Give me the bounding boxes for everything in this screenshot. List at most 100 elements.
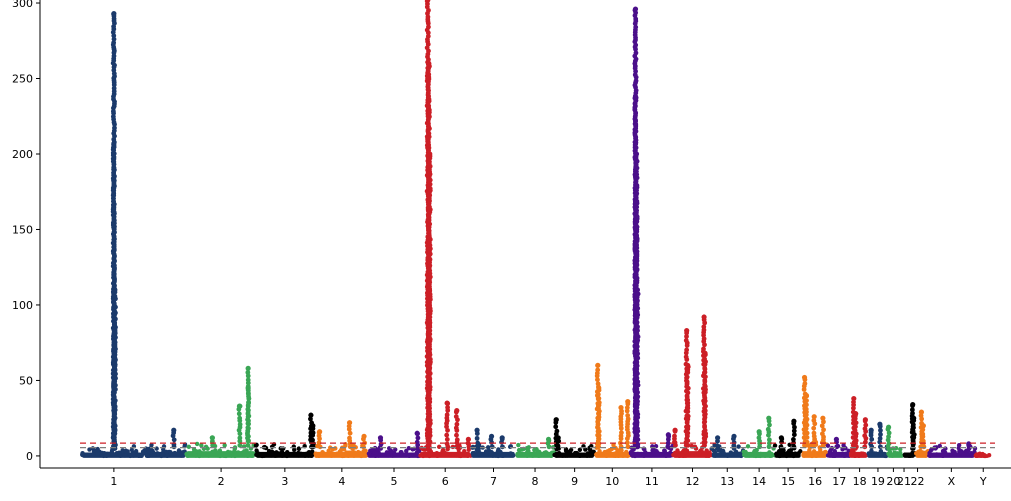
snp-point <box>756 435 762 441</box>
snp-point <box>474 435 480 441</box>
snp-point <box>634 320 640 325</box>
chromosome-X-points <box>927 441 978 458</box>
snp-point <box>685 423 691 429</box>
snp-point <box>136 453 142 459</box>
snp-point <box>112 379 117 385</box>
snp-point <box>217 453 223 459</box>
snp-point <box>685 409 691 415</box>
snp-point <box>152 453 157 458</box>
peak-point <box>317 429 323 435</box>
snp-point <box>236 450 241 456</box>
snp-point <box>684 394 690 400</box>
x-tick-label: 21 <box>897 475 911 488</box>
peak-point <box>111 140 117 147</box>
snp-point <box>910 452 916 458</box>
snp-point <box>635 298 640 304</box>
snp-point <box>237 422 243 427</box>
snp-point <box>635 437 641 442</box>
snp-point <box>801 453 807 458</box>
peak-point <box>702 350 708 356</box>
peak-point <box>425 0 431 3</box>
snp-point <box>890 446 896 451</box>
x-tick-label: 12 <box>685 475 699 488</box>
snp-point <box>716 452 722 457</box>
axes <box>39 0 1011 469</box>
snp-point <box>862 433 868 439</box>
snp-point <box>635 441 641 447</box>
snp-point <box>245 425 251 431</box>
x-tick-label: 6 <box>442 475 449 488</box>
snp-point <box>112 346 118 352</box>
snp-point <box>685 390 691 396</box>
snp-point <box>645 452 651 457</box>
snp-point <box>635 328 640 333</box>
snp-point <box>191 447 197 452</box>
snp-point <box>445 427 450 433</box>
snp-point <box>111 36 117 42</box>
snp-point <box>112 371 118 377</box>
snp-point <box>772 443 778 448</box>
peak-point <box>111 263 117 269</box>
x-tick-label: 13 <box>720 475 734 488</box>
peak-point <box>488 433 495 439</box>
peak-point <box>377 435 384 441</box>
snp-point <box>672 433 677 439</box>
snp-point <box>886 445 891 451</box>
snp-point <box>595 377 600 383</box>
snp-point <box>584 453 590 458</box>
snp-point <box>804 430 810 436</box>
snp-point <box>112 125 117 131</box>
snp-point <box>685 442 691 448</box>
peak-point <box>632 6 639 12</box>
snp-point <box>489 444 495 450</box>
peak-point <box>701 314 707 320</box>
snp-point <box>245 377 251 383</box>
snp-point <box>596 400 602 406</box>
snp-point <box>702 366 708 372</box>
snp-point <box>171 437 177 443</box>
snp-point <box>853 424 858 430</box>
snp-point <box>886 430 892 436</box>
snp-point <box>633 283 639 288</box>
snp-point <box>804 435 810 440</box>
snp-point <box>515 452 521 458</box>
snp-point <box>634 375 640 381</box>
snp-point <box>869 436 875 442</box>
snp-point <box>634 386 640 392</box>
snp-point <box>619 452 624 458</box>
snp-point <box>725 453 730 458</box>
snp-point <box>425 33 431 39</box>
chromosome-1-points <box>80 10 147 459</box>
x-tick-label: 9 <box>571 475 578 488</box>
snp-point <box>619 430 624 436</box>
snp-point <box>791 432 797 438</box>
snp-point <box>701 453 707 458</box>
snp-point <box>834 444 840 450</box>
snp-point <box>703 374 708 380</box>
snp-point <box>910 410 915 416</box>
snp-point <box>803 406 809 412</box>
snp-point <box>280 453 285 458</box>
chromosome-Y-points <box>973 451 992 459</box>
snp-point <box>862 444 868 450</box>
x-tick-label: X <box>948 475 956 488</box>
peak-point <box>426 60 432 67</box>
snp-point <box>112 338 118 344</box>
peak-point <box>555 435 561 441</box>
data-points <box>80 0 992 459</box>
snp-point <box>111 165 117 171</box>
snp-point <box>484 449 489 455</box>
snp-point <box>427 328 433 334</box>
snp-point <box>853 420 859 426</box>
snp-point <box>634 262 640 268</box>
snp-point <box>859 451 864 456</box>
snp-point <box>444 432 450 438</box>
snp-point <box>634 275 640 281</box>
peak-point <box>731 433 737 439</box>
snp-point <box>878 432 883 437</box>
snp-point <box>316 440 322 446</box>
snp-point <box>823 449 828 455</box>
peak-point <box>632 94 639 100</box>
peak-point <box>853 411 859 417</box>
snp-point <box>633 157 639 162</box>
